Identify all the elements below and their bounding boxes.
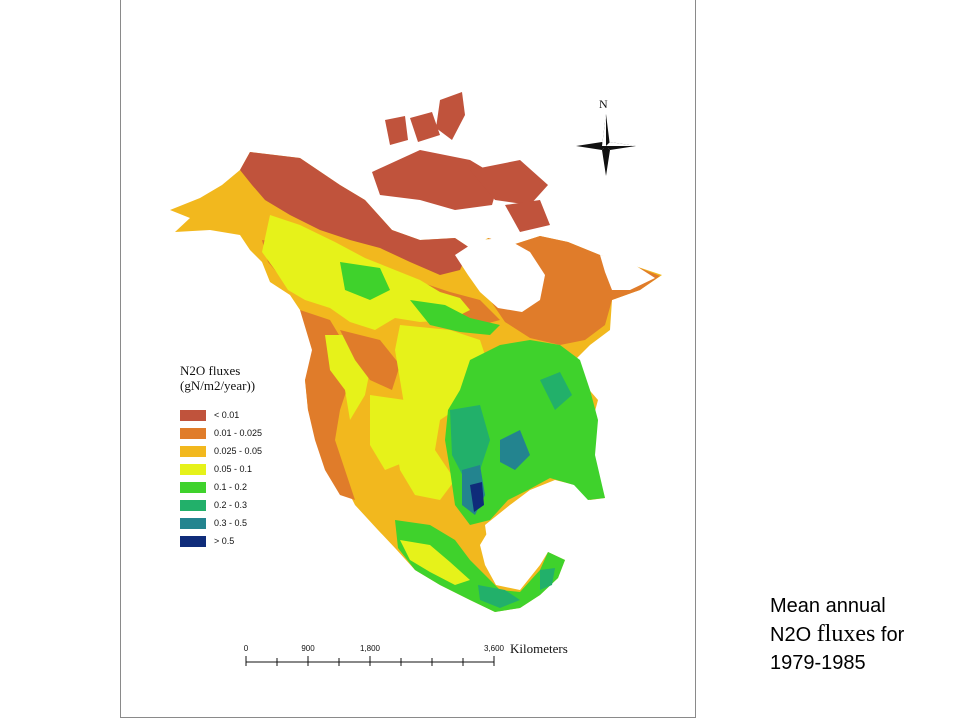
legend-item: 0.3 - 0.5 <box>180 516 247 530</box>
legend-swatch <box>180 463 206 475</box>
region-plains <box>395 325 490 500</box>
caption-line-1: Mean annual <box>770 595 886 617</box>
legend-item: 0.025 - 0.05 <box>180 444 262 458</box>
region-north <box>240 152 470 275</box>
north-arrow-icon <box>576 114 636 176</box>
legend-item: 0.2 - 0.3 <box>180 498 247 512</box>
legend-title: N2O fluxes <box>180 363 241 378</box>
legend-label: > 0.5 <box>214 536 235 546</box>
scale-tick-label: 1,800 <box>359 644 381 653</box>
caption-suffix: for <box>880 624 905 646</box>
scale-bar <box>245 656 495 666</box>
scale-tick-label: 0 <box>243 644 249 653</box>
caption-prefix: N2O <box>770 624 812 646</box>
gulf-of-mexico <box>485 490 575 580</box>
caption-line-2: N2O fluxes for <box>770 620 960 649</box>
caption-line-3: 1979-1985 <box>770 652 866 674</box>
legend-swatch <box>180 427 206 439</box>
legend-label: 0.025 - 0.05 <box>214 446 263 456</box>
legend-item: < 0.01 <box>180 408 239 422</box>
legend-swatch <box>180 499 206 511</box>
caption-serif-word: fluxes <box>816 621 876 647</box>
legend-swatch <box>180 481 206 493</box>
north-label: N <box>599 97 608 111</box>
legend-swatch <box>180 535 206 547</box>
legend-label: 0.05 - 0.1 <box>214 464 253 474</box>
arctic-islands <box>372 92 550 232</box>
legend-label: 0.1 - 0.2 <box>214 482 248 492</box>
legend-label: 0.2 - 0.3 <box>214 500 248 510</box>
legend-units: (gN/m2/year)) <box>180 378 256 393</box>
legend-item: 0.05 - 0.1 <box>180 462 252 476</box>
legend-label: < 0.01 <box>214 410 240 420</box>
scale-unit-label: Kilometers <box>510 641 568 656</box>
region-mexico <box>395 520 565 612</box>
legend-swatch <box>180 445 206 457</box>
scale-tick-label: 3,600 <box>483 644 505 653</box>
legend-label: 0.01 - 0.025 <box>214 428 263 438</box>
legend-item: 0.1 - 0.2 <box>180 480 247 494</box>
hudson-bay <box>455 238 545 312</box>
scale-tick-label: 900 <box>301 644 315 653</box>
legend-label: 0.3 - 0.5 <box>214 518 248 528</box>
legend-swatch <box>180 409 206 421</box>
legend-item: > 0.5 <box>180 534 234 548</box>
legend-swatch <box>180 517 206 529</box>
caption: Mean annual N2O fluxes for 1979-1985 <box>770 592 960 677</box>
legend-item: 0.01 - 0.025 <box>180 426 262 440</box>
